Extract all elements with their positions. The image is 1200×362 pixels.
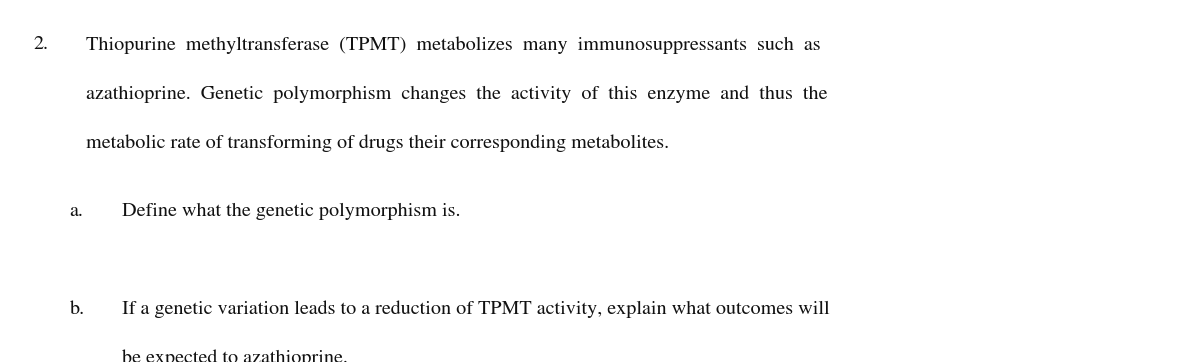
Text: azathioprine.  Genetic  polymorphism  changes  the  activity  of  this  enzyme  : azathioprine. Genetic polymorphism chang…: [86, 85, 828, 103]
Text: metabolic rate of transforming of drugs their corresponding metabolites.: metabolic rate of transforming of drugs …: [86, 134, 670, 152]
Text: 2.: 2.: [34, 36, 48, 53]
Text: be expected to azathioprine.: be expected to azathioprine.: [122, 349, 348, 362]
Text: Define what the genetic polymorphism is.: Define what the genetic polymorphism is.: [122, 203, 461, 220]
Text: b.: b.: [70, 300, 85, 317]
Text: If a genetic variation leads to a reduction of TPMT activity, explain what outco: If a genetic variation leads to a reduct…: [122, 300, 830, 318]
Text: Thiopurine  methyltransferase  (TPMT)  metabolizes  many  immunosuppressants  su: Thiopurine methyltransferase (TPMT) meta…: [86, 36, 821, 54]
Text: a.: a.: [70, 203, 84, 220]
